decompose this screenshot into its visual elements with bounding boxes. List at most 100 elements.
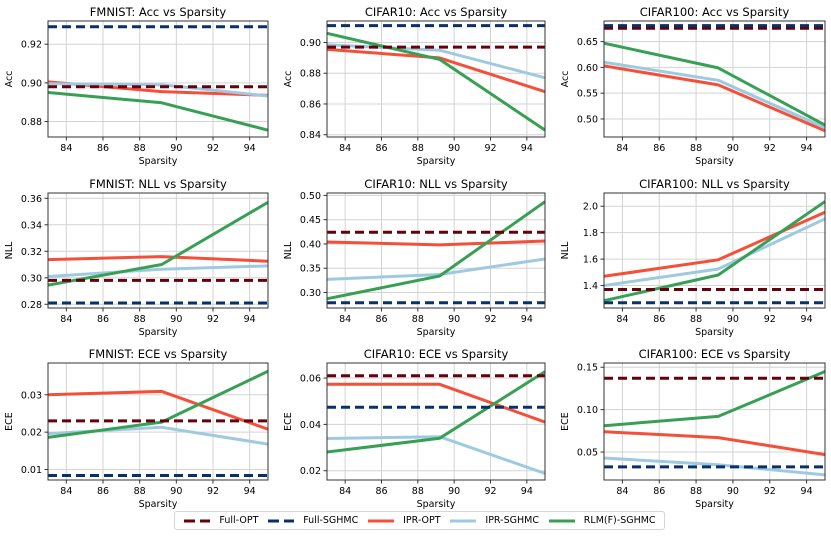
y-tick-label: 0.02 (300, 466, 321, 477)
axes-frame (326, 192, 546, 309)
subplot-title: CIFAR100: Acc vs Sparsity (640, 5, 790, 19)
x-tick-label: 92 (764, 486, 776, 497)
series-line-ipr-opt (604, 210, 825, 278)
subplot-6: 84 86 88 90 92 94 1.4 1.6 1.8 2.0 CIFAR100: NLL vs… (560, 177, 826, 338)
x-tick-label: 94 (244, 314, 256, 325)
subplot-title: FMNIST: Acc vs Sparsity (90, 5, 227, 19)
y-axis-label: NLL (4, 241, 15, 259)
x-tick-label: 94 (244, 486, 256, 497)
legend-label: RLM(F)-SGHMC (583, 515, 656, 526)
series-group (48, 201, 268, 305)
series-line-rlm-f-sghmc (604, 41, 825, 127)
y-axis-label: NLL (560, 241, 571, 259)
x-tick-label: 88 (690, 143, 702, 154)
legend-label: IPR-SGHMC (485, 515, 539, 526)
series-line-ipr-sghmc (604, 456, 825, 477)
x-tick-label: 88 (412, 143, 424, 154)
y-tick-label: 0.88 (300, 69, 321, 80)
y-tick-label: 0.10 (577, 405, 598, 416)
series-line-rlm-f-sghmc (48, 201, 268, 287)
x-tick-label: 84 (339, 486, 351, 497)
series-line-ipr-opt (604, 430, 825, 457)
y-tick-label: 0.88 (21, 117, 42, 128)
x-tick-label: 86 (97, 486, 109, 497)
x-tick-label: 92 (484, 486, 496, 497)
x-axis-label: Sparsity (139, 156, 178, 167)
x-tick-label: 92 (484, 143, 496, 154)
series-group (604, 370, 825, 477)
subplot-title: FMNIST: ECE vs Sparsity (89, 347, 228, 361)
subplot-title: CIFAR10: NLL vs Sparsity (364, 177, 508, 191)
y-tick-label: 0.92 (21, 40, 42, 51)
y-tick-label: 0.40 (300, 239, 321, 250)
x-tick-label: 86 (375, 486, 387, 497)
series-group (327, 200, 545, 305)
x-tick-label: 88 (690, 486, 702, 497)
series-group (327, 24, 545, 132)
axes-frame (603, 192, 826, 309)
subplot-title: CIFAR100: NLL vs Sparsity (639, 177, 790, 191)
x-tick-label: 94 (801, 143, 813, 154)
series-line-rlm-f-sghmc (327, 200, 545, 301)
x-tick-label: 92 (207, 143, 219, 154)
x-tick-label: 88 (134, 143, 146, 154)
legend-label: Full-SGHMC (303, 515, 359, 526)
x-axis-label: Sparsity (417, 327, 456, 338)
y-tick-label: 0.60 (577, 63, 598, 74)
legend-label: IPR-OPT (403, 515, 441, 526)
legend-item-ipr-sghmc: IPR-SGHMC (449, 515, 539, 526)
subplot-title: FMNIST: NLL vs Sparsity (89, 177, 227, 191)
series-line-rlm-f-sghmc (604, 370, 825, 428)
series-line-ipr-opt (48, 389, 268, 431)
x-tick-label: 92 (207, 486, 219, 497)
series-group (48, 369, 268, 477)
subplot-5: 84 86 88 90 92 94 0.30 0.35 0.40 0.45 0.50 CIFAR10:… (283, 177, 546, 338)
x-axis-label: Sparsity (139, 499, 178, 510)
y-tick-label: 0.50 (577, 114, 598, 125)
series-line-ipr-sghmc (48, 264, 268, 278)
x-tick-label: 84 (60, 143, 72, 154)
x-tick-label: 90 (448, 314, 460, 325)
series-line-ipr-sghmc (48, 425, 268, 446)
y-tick-label: 1.6 (583, 255, 598, 266)
x-tick-label: 84 (60, 486, 72, 497)
x-tick-label: 84 (339, 143, 351, 154)
x-tick-label: 92 (207, 314, 219, 325)
x-axis-label: Sparsity (139, 327, 178, 338)
legend-swatch (184, 519, 211, 522)
axes-frame (603, 362, 826, 481)
y-tick-label: 0.55 (577, 89, 598, 100)
series-line-ipr-sghmc (327, 435, 545, 475)
x-axis-label: Sparsity (695, 327, 734, 338)
y-tick-label: 0.30 (21, 273, 42, 284)
y-tick-label: 0.86 (300, 99, 321, 110)
legend-item-ipr-opt: IPR-OPT (367, 515, 441, 526)
series-line-ipr-sghmc (48, 82, 268, 98)
axes-frame (47, 362, 269, 481)
series-group (604, 200, 825, 305)
y-tick-label: 0.06 (300, 374, 321, 385)
subplot-9: 84 86 88 90 92 94 0.05 0.10 0.15 CIFAR100: ECE vs… (560, 347, 826, 510)
legend-swatch (450, 519, 477, 522)
x-tick-label: 94 (244, 143, 256, 154)
x-tick-label: 88 (690, 314, 702, 325)
x-tick-label: 84 (60, 314, 72, 325)
x-tick-label: 94 (801, 314, 813, 325)
series-group (48, 25, 268, 132)
subplot-8: 84 86 88 90 92 94 0.02 0.04 0.06 CIFAR10: ECE vs … (283, 347, 546, 510)
series-group (327, 370, 545, 475)
series-line-ipr-opt (327, 239, 545, 247)
y-axis-label: Acc (560, 71, 571, 88)
legend-swatch (368, 519, 395, 522)
x-tick-label: 86 (653, 143, 665, 154)
y-tick-label: 1.4 (583, 281, 598, 292)
subplot-title: CIFAR10: Acc vs Sparsity (365, 5, 507, 19)
y-tick-label: 0.90 (300, 38, 321, 49)
series-line-rlm-f-sghmc (48, 91, 268, 132)
x-tick-label: 86 (653, 486, 665, 497)
subplot-7: 84 86 88 90 92 94 0.01 0.02 0.03 FMNIST: ECE vs S… (4, 347, 269, 510)
x-tick-label: 86 (653, 314, 665, 325)
y-tick-label: 0.28 (21, 300, 42, 311)
x-tick-label: 88 (412, 486, 424, 497)
legend-item-full-opt: Full-OPT (183, 515, 258, 526)
